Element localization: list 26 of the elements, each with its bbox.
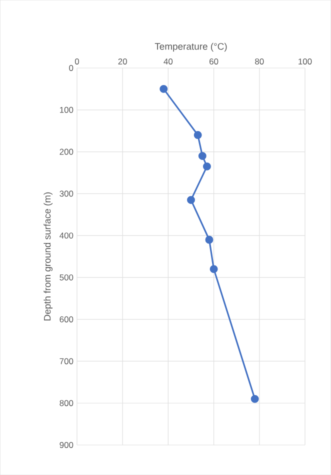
x-tick-label: 20 — [118, 58, 127, 64]
point — [205, 236, 214, 244]
x-tick-label: 80 — [255, 58, 264, 64]
point — [187, 196, 195, 204]
x-tick-label: 40 — [164, 58, 173, 64]
y-axis-title: Depth from ground surface (m) — [44, 192, 53, 320]
y-tick-label: 900 — [60, 442, 74, 448]
x-tick-label: 100 — [298, 58, 312, 64]
point — [250, 394, 259, 403]
y-tick-label: 600 — [60, 316, 74, 322]
point — [160, 84, 168, 93]
point — [210, 265, 218, 274]
y-tick-label: 700 — [60, 358, 74, 364]
y-tick-label: 800 — [60, 400, 74, 406]
point — [194, 131, 202, 140]
x-tick-label: 0 — [74, 58, 80, 64]
y-tick-label: 0 — [69, 65, 74, 71]
y-tick-label: 400 — [60, 232, 74, 239]
point — [202, 162, 211, 170]
y-tick-label: 300 — [60, 190, 74, 197]
x-tick-label: 60 — [210, 58, 218, 64]
y-tick-label: 200 — [60, 148, 74, 155]
point — [198, 152, 206, 160]
y-tick-label: 500 — [60, 274, 74, 280]
x-axis-title: Temperature (°C) — [154, 42, 227, 52]
y-tick-label: 100 — [60, 106, 74, 113]
